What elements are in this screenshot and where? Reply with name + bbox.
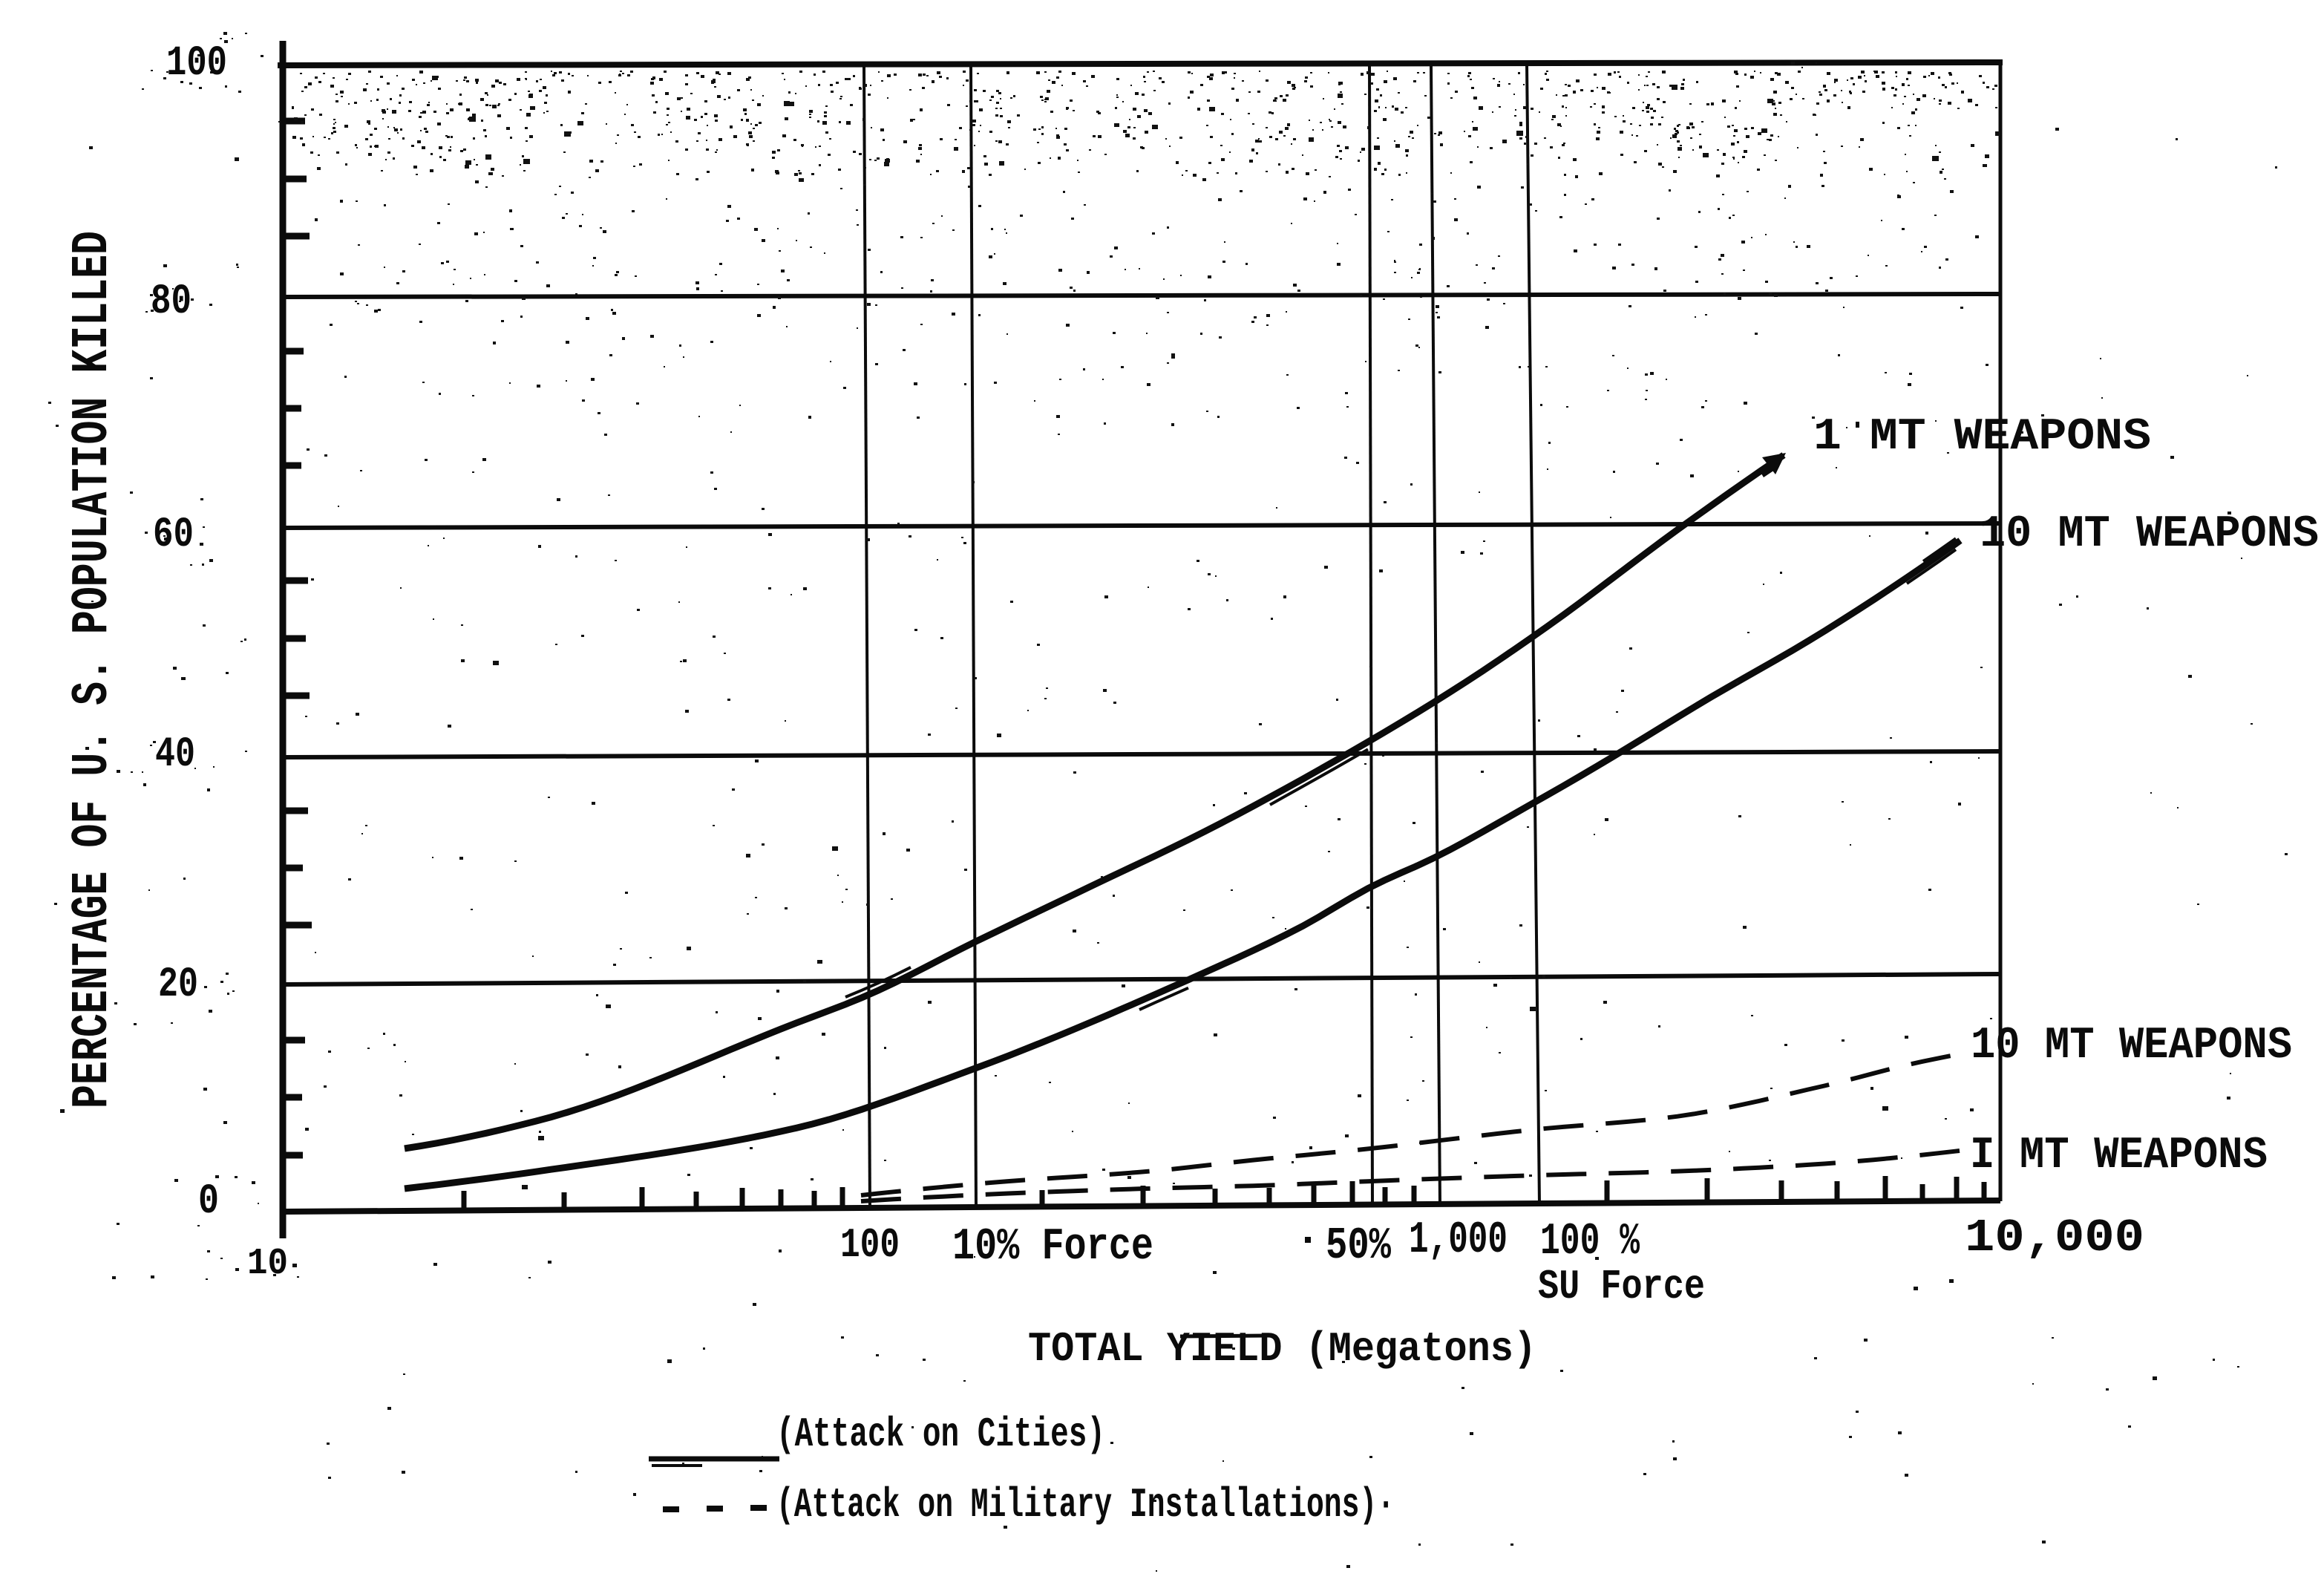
svg-text:60: 60: [153, 512, 194, 559]
svg-text:10: 10: [247, 1243, 288, 1285]
svg-text:10 MT WEAPONS: 10 MT WEAPONS: [1971, 1021, 2292, 1071]
svg-text:I MT WEAPONS: I MT WEAPONS: [1970, 1131, 2268, 1181]
svg-text:(Attack on Cities): (Attack on Cities): [776, 1411, 1105, 1458]
svg-text:100: 100: [166, 40, 227, 88]
svg-text:50%: 50%: [1326, 1221, 1392, 1272]
svg-text:20: 20: [158, 961, 198, 1009]
svg-text:SU Force: SU Force: [1538, 1263, 1705, 1310]
svg-text:TOTAL YIELD (Megatons): TOTAL YIELD (Megatons): [1028, 1325, 1536, 1373]
svg-text:PERCENTAGE OF U. S. POPULATION: PERCENTAGE OF U. S. POPULATION KILLED: [64, 231, 122, 1108]
svg-text:(Attack on Military Installati: (Attack on Military Installations)·: [776, 1481, 1395, 1529]
svg-text:10,000: 10,000: [1965, 1212, 2144, 1264]
svg-text:1,000: 1,000: [1409, 1215, 1508, 1266]
svg-text:100 %: 100 %: [1540, 1217, 1640, 1267]
svg-text:40: 40: [155, 731, 195, 779]
svg-text:80: 80: [151, 278, 192, 326]
svg-text:1 MT WEAPONS: 1 MT WEAPONS: [1813, 412, 2151, 463]
svg-text:100: 100: [840, 1221, 900, 1269]
svg-text:10% Force: 10% Force: [952, 1222, 1153, 1273]
svg-text:10 MT WEAPONS: 10 MT WEAPONS: [1980, 509, 2319, 560]
svg-text:0: 0: [198, 1178, 219, 1226]
